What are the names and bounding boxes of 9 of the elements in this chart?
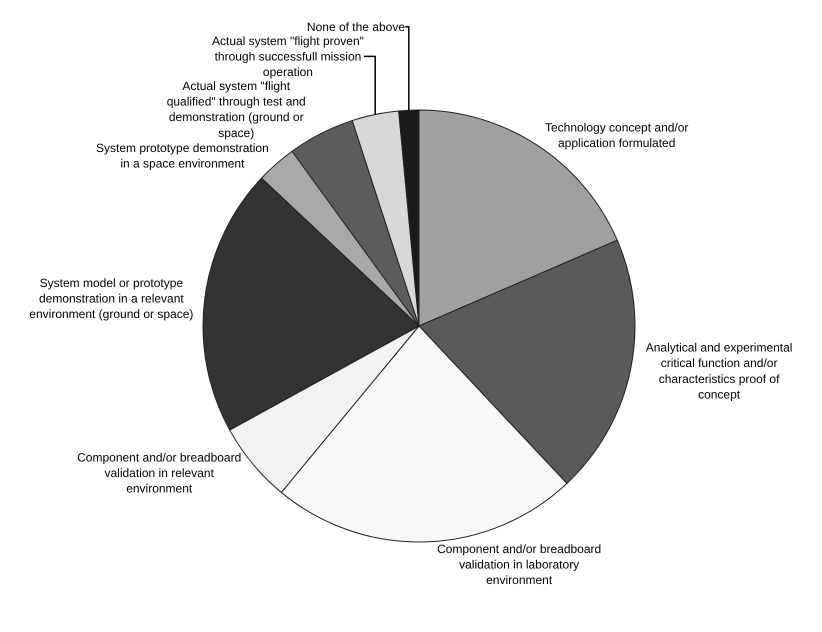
slice-label: System model or prototype demonstration in a relevant environment (ground or space) bbox=[29, 276, 194, 322]
slice-label: None of the above bbox=[306, 20, 406, 34]
slice-label: System prototype demonstration in a space environment bbox=[96, 140, 269, 170]
slice-label: Component and/or breadboard validation in relevant environment bbox=[77, 450, 242, 496]
slice-label: Actual system "flight qualified" through test and demonstration (ground or space) bbox=[166, 79, 306, 140]
slice-label: Technology concept and/or application formulated bbox=[544, 120, 688, 150]
slice-label: Actual system "flight proven" through successfull mission operation bbox=[212, 34, 364, 80]
slice-label: Component and/or breadboard validation in laboratory environment bbox=[437, 542, 602, 588]
slice-label: Analytical and experimental critical function and/or characteristics proof of concept bbox=[646, 340, 792, 402]
